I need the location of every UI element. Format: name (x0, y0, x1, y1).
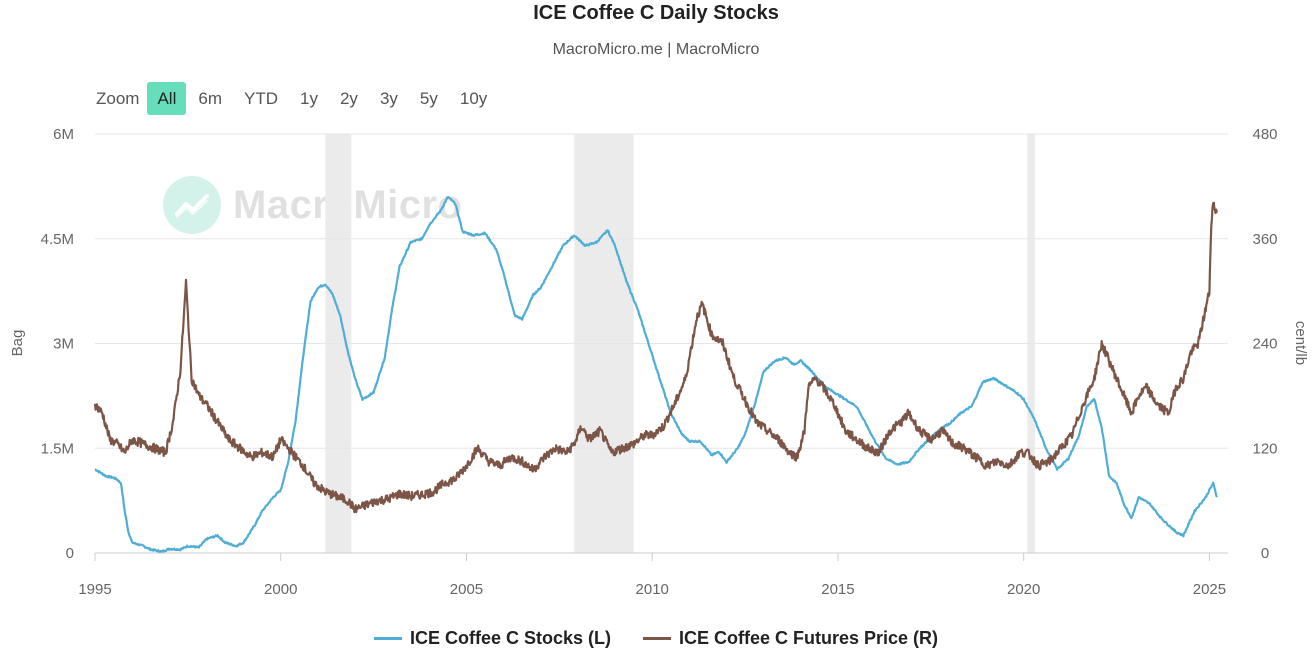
chart-subtitle: MacroMicro.me | MacroMicro (552, 41, 760, 58)
legend-item-price[interactable]: ICE Coffee C Futures Price (R) (642, 628, 939, 649)
x-tick-label: 2020 (1007, 581, 1040, 598)
y-right-tick-label: 360 (1252, 231, 1277, 248)
series-line-stocks[interactable] (94, 196, 1218, 554)
y-left-tick-label: 0 (66, 545, 74, 562)
zoom-toolbar: Zoom All 6m YTD 1y 2y 3y 5y 10y (96, 82, 499, 115)
gridlines (95, 133, 1228, 554)
zoom-all-button[interactable]: All (147, 82, 187, 115)
legend-swatch-stocks (373, 637, 402, 640)
y-right-tick-label: 0 (1261, 545, 1269, 562)
zoom-2y-button[interactable]: 2y (339, 89, 358, 108)
y-left-axis-title: Bag (9, 330, 26, 357)
x-tick-label: 2015 (821, 581, 854, 598)
x-tick-label: 1995 (78, 581, 111, 598)
y-left-tick-label: 6M (53, 126, 74, 143)
y-right-tick-label: 240 (1252, 336, 1277, 353)
zoom-ytd-button[interactable]: YTD (244, 89, 278, 108)
chart-title: ICE Coffee C Daily Stocks (533, 2, 779, 24)
legend: ICE Coffee C Stocks (L) ICE Coffee C Fut… (0, 628, 1312, 649)
legend-label-price: ICE Coffee C Futures Price (R) (678, 628, 939, 648)
y-right-axis-title: cent/lb (1292, 321, 1309, 365)
series-lines (93, 196, 1218, 554)
zoom-6m-button[interactable]: 6m (198, 89, 222, 108)
legend-swatch-price (642, 637, 671, 640)
y-right-tick-label: 120 (1252, 440, 1277, 457)
y-left-tick-label: 1.5M (41, 440, 74, 457)
x-tick-label: 2005 (450, 581, 483, 598)
axes: 0 1.5M 3M 4.5M 6M 0 120 240 360 480 1995 2000 2005 20… (9, 126, 1309, 598)
x-tick-label: 2010 (636, 581, 669, 598)
legend-item-stocks[interactable]: ICE Coffee C Stocks (L) (373, 628, 611, 649)
zoom-10y-button[interactable]: 10y (459, 89, 488, 108)
y-left-tick-label: 3M (53, 336, 74, 353)
zoom-5y-button[interactable]: 5y (419, 89, 438, 108)
zoom-1y-button[interactable]: 1y (300, 89, 318, 108)
legend-label-stocks: ICE Coffee C Stocks (L) (409, 628, 611, 648)
x-tick-label: 2000 (264, 581, 297, 598)
x-tick-label: 2025 (1193, 581, 1226, 598)
series-line-price[interactable] (93, 201, 1218, 514)
y-right-tick-label: 480 (1252, 126, 1277, 143)
macromicro-logo-icon (163, 176, 221, 234)
y-left-tick-label: 4.5M (41, 231, 74, 248)
zoom-3y-button[interactable]: 3y (379, 89, 398, 108)
zoom-label: Zoom (96, 88, 140, 108)
